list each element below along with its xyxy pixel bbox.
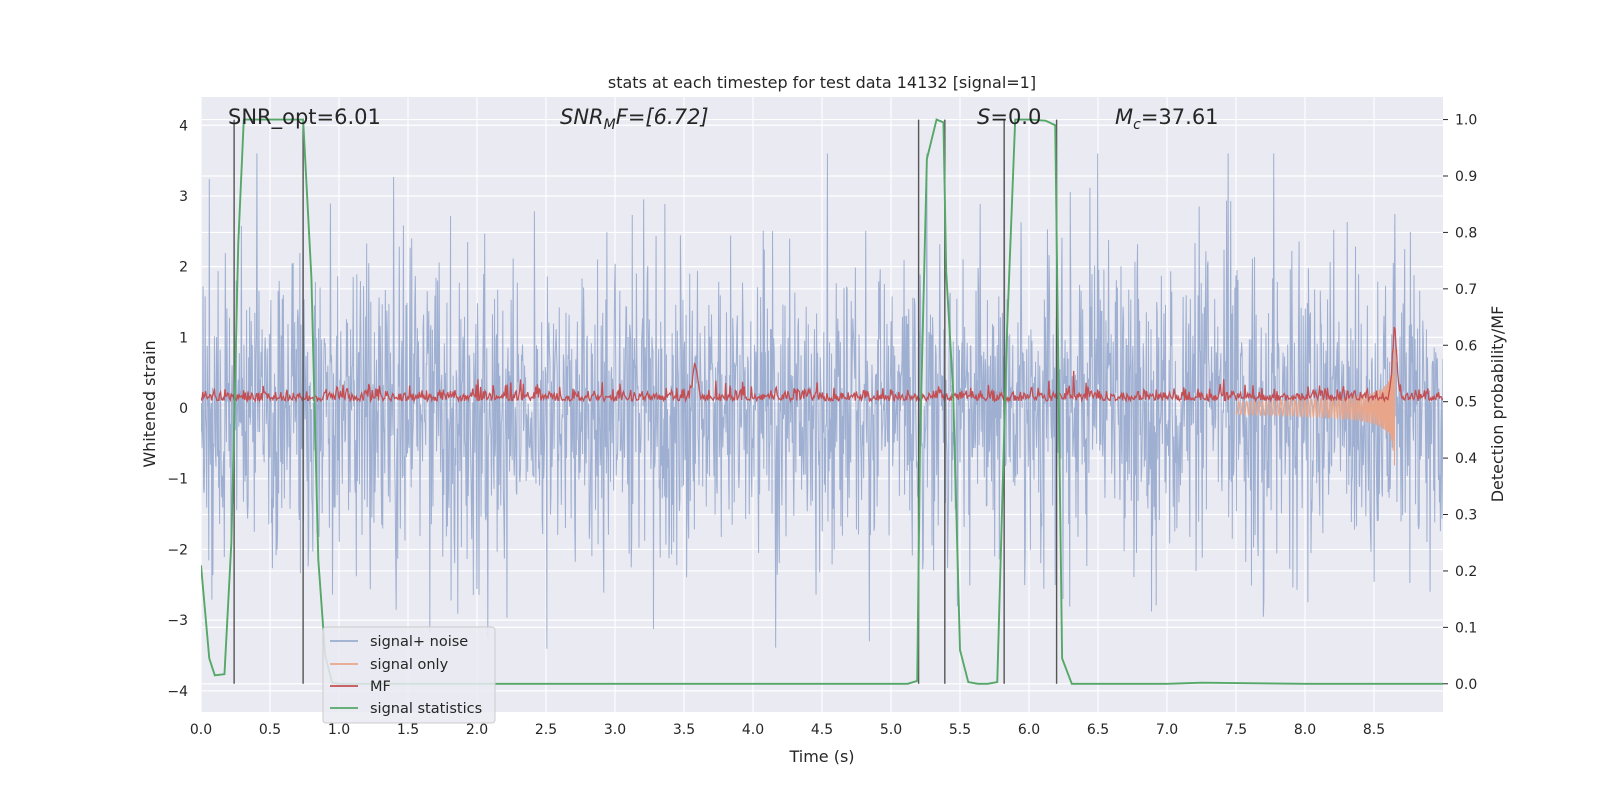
legend-label-signal-only: signal only xyxy=(370,657,449,673)
y-left-tick-label: 3 xyxy=(179,189,188,205)
y-right-tick-label: 0.9 xyxy=(1455,169,1477,185)
annotation-snr-mf-rest: F=[6.72] xyxy=(616,105,709,129)
legend-label-mf: MF xyxy=(370,679,391,695)
annotation-snr-mf-sub: M xyxy=(604,117,616,133)
y-right-tick-label: 0.2 xyxy=(1455,564,1477,580)
chart-title: stats at each timestep for test data 141… xyxy=(608,73,1036,92)
x-tick-label: 5.5 xyxy=(949,722,971,738)
x-tick-label: 6.5 xyxy=(1087,722,1109,738)
y-left-tick-label: −3 xyxy=(167,613,188,629)
y-left-tick-label: 2 xyxy=(179,260,188,276)
y-left-axis-label: Whitened strain xyxy=(140,340,159,467)
y-left-tick-label: 1 xyxy=(179,330,188,346)
x-tick-label: 7.5 xyxy=(1225,722,1247,738)
x-axis-ticks: 0.0 0.5 1.0 1.5 2.0 2.5 3.0 3.5 4.0 4.5 5.0 5.5 6.0 6… xyxy=(190,722,1385,738)
y-right-tick-label: 0.8 xyxy=(1455,225,1477,241)
series-signal-statistics xyxy=(201,118,1443,685)
legend-label-signal-statistics: signal statistics xyxy=(370,701,482,717)
y-right-tick-label: 0.0 xyxy=(1455,677,1477,693)
x-tick-label: 4.0 xyxy=(742,722,764,738)
signal-noise-line xyxy=(201,153,1443,649)
annotation-mc-base: M xyxy=(1115,105,1133,129)
y-right-axis-label: Detection probability/MF xyxy=(1488,306,1507,503)
signal-statistics-line xyxy=(201,118,1443,685)
y-right-tick-label: 0.4 xyxy=(1455,451,1477,467)
x-tick-label: 3.0 xyxy=(604,722,626,738)
y-left-tick-label: 0 xyxy=(179,401,188,417)
mf-line xyxy=(201,326,1443,404)
series-mf xyxy=(201,326,1443,404)
x-tick-label: 6.0 xyxy=(1018,722,1040,738)
x-tick-label: 7.0 xyxy=(1156,722,1178,738)
y-right-tick-label: 0.3 xyxy=(1455,508,1477,524)
x-tick-label: 5.0 xyxy=(880,722,902,738)
x-axis-label: Time (s) xyxy=(788,747,854,766)
annotation-snr-opt: SNR_opt=6.01 xyxy=(228,105,381,130)
y-left-tick-label: 4 xyxy=(179,118,188,134)
series-signal-only xyxy=(1235,348,1398,466)
annotation-s-base: S xyxy=(977,105,990,129)
series-signal-noise xyxy=(201,153,1443,649)
x-tick-label: 2.0 xyxy=(466,722,488,738)
y-left-axis-ticks: −4 −3 −2 −1 0 1 2 3 4 xyxy=(167,118,188,700)
x-tick-label: 4.5 xyxy=(811,722,833,738)
y-right-tick-label: 0.5 xyxy=(1455,395,1477,411)
y-right-tick-label: 0.1 xyxy=(1455,620,1477,636)
annotation-mc: Mc=37.61 xyxy=(1115,105,1219,133)
x-tick-label: 8.5 xyxy=(1363,722,1385,738)
annotation-snr-mf: SNRMF=[6.72] xyxy=(560,105,709,133)
x-tick-label: 8.0 xyxy=(1294,722,1316,738)
y-right-axis-ticks: 0.0 0.1 0.2 0.3 0.4 0.5 0.6 0.7 0.8 0.9 1.0 xyxy=(1443,113,1477,693)
y-right-tick-label: 0.6 xyxy=(1455,338,1477,354)
annotation-s-rest: =0.0 xyxy=(990,105,1041,129)
x-tick-label: 3.5 xyxy=(673,722,695,738)
y-right-tick-label: 1.0 xyxy=(1455,113,1477,129)
signal-only-line xyxy=(1235,348,1398,466)
legend-box xyxy=(322,626,496,724)
x-tick-label: 2.5 xyxy=(535,722,557,738)
annotation-snr-mf-base: SNR xyxy=(560,105,604,129)
x-tick-label: 1.5 xyxy=(397,722,419,738)
x-tick-label: 1.0 xyxy=(328,722,350,738)
y-right-tick-label: 0.7 xyxy=(1455,282,1477,298)
x-tick-label: 0.5 xyxy=(259,722,281,738)
y-left-tick-label: −4 xyxy=(167,684,188,700)
y-left-tick-label: −2 xyxy=(167,542,188,558)
legend: signal+ noise signal only MF signal stat… xyxy=(322,626,496,724)
legend-label-signal-noise: signal+ noise xyxy=(370,634,468,650)
annotation-mc-sub: c xyxy=(1133,117,1141,133)
y-left-tick-label: −1 xyxy=(167,472,188,488)
annotation-s: S=0.0 xyxy=(977,105,1041,129)
annotation-mc-rest: =37.61 xyxy=(1141,105,1219,129)
x-tick-label: 0.0 xyxy=(190,722,212,738)
